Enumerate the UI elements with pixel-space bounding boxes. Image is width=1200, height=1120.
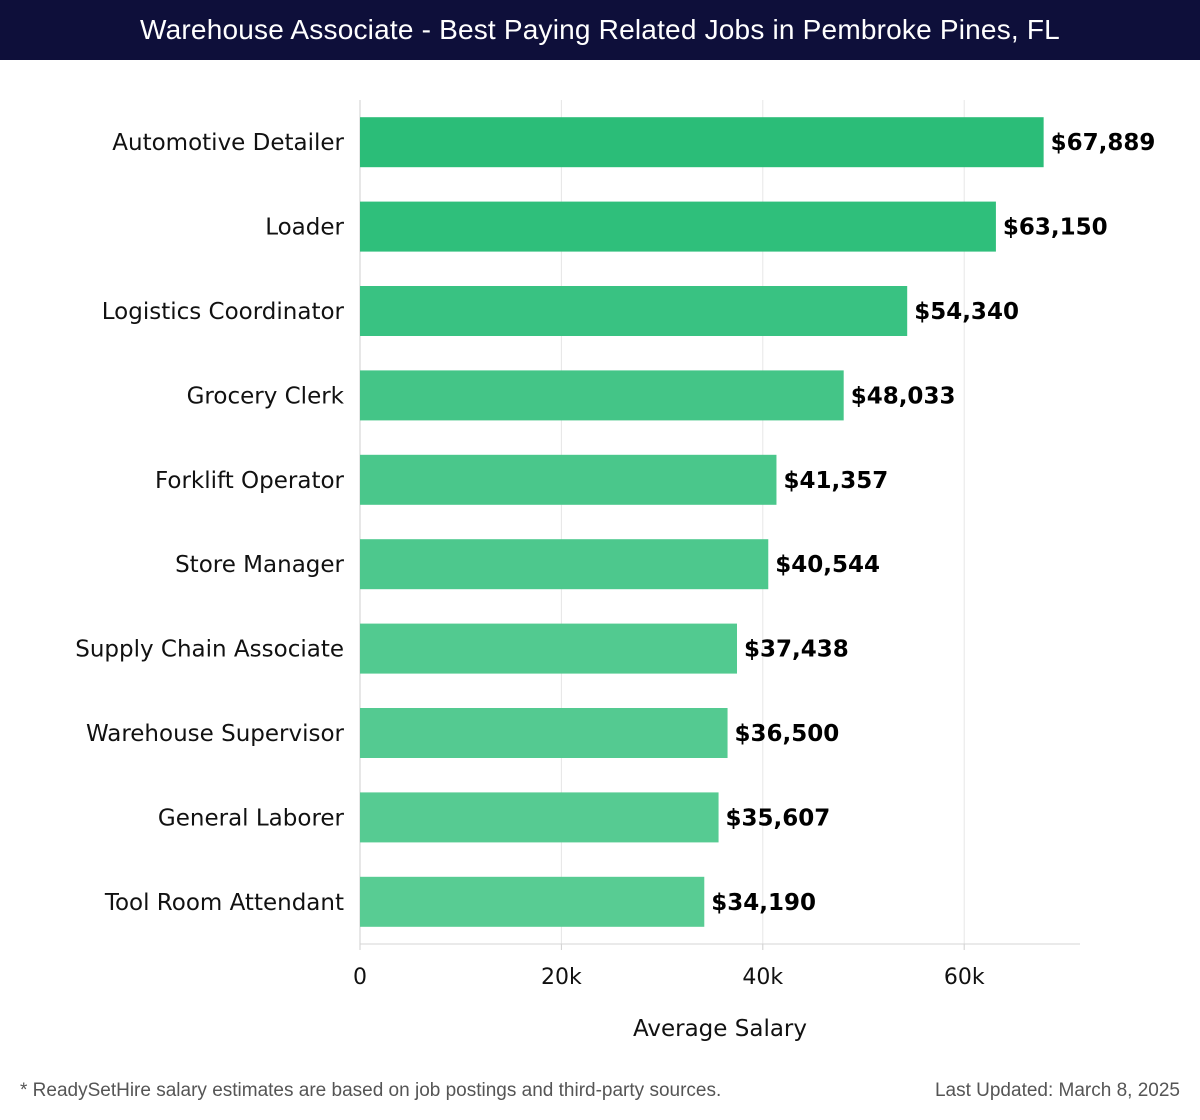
bar <box>360 117 1044 168</box>
x-tick-label: 60k <box>944 965 985 990</box>
category-label: Warehouse Supervisor <box>86 721 345 747</box>
value-label: $37,438 <box>744 637 849 663</box>
x-tick-label: 40k <box>742 965 783 990</box>
bars: $67,889 $63,150 $54,340 $48,033 $41,357 $40,5… <box>360 117 1155 927</box>
value-label: $41,357 <box>783 468 888 494</box>
category-label: Automotive Detailer <box>112 130 344 156</box>
category-label: Forklift Operator <box>155 468 345 494</box>
x-tick-label: 0 <box>353 965 367 990</box>
value-label: $48,033 <box>851 383 956 409</box>
category-label: General Laborer <box>158 805 345 831</box>
bar <box>360 623 737 674</box>
x-axis-title: Average Salary <box>633 1016 807 1042</box>
x-tick-label: 20k <box>541 965 582 990</box>
bar-chart: $67,889 $63,150 $54,340 $48,033 $41,357 $40,5… <box>75 100 1155 1042</box>
bar <box>360 370 844 421</box>
bar <box>360 201 996 252</box>
category-label: Logistics Coordinator <box>102 299 345 325</box>
bar <box>360 708 728 758</box>
last-updated: Last Updated: March 8, 2025 <box>934 1080 1180 1101</box>
bar <box>360 876 705 927</box>
value-label: $34,190 <box>711 890 816 916</box>
chart-title: Warehouse Associate - Best Paying Relate… <box>0 0 1200 60</box>
category-label: Tool Room Attendant <box>104 890 344 916</box>
value-label: $40,544 <box>775 552 880 578</box>
axes: 0 20k 40k 60k Automotive Detailer Loader Logis… <box>75 130 1080 990</box>
value-label: $54,340 <box>914 299 1019 325</box>
value-label: $67,889 <box>1051 130 1156 156</box>
category-label: Store Manager <box>175 552 344 578</box>
bar <box>360 286 908 336</box>
category-label: Supply Chain Associate <box>75 637 344 663</box>
footer-note: * ReadySetHire salary estimates are base… <box>20 1080 722 1101</box>
value-label: $63,150 <box>1003 215 1108 241</box>
category-label: Loader <box>265 215 344 241</box>
bar <box>360 792 719 843</box>
category-label: Grocery Clerk <box>187 383 345 409</box>
value-label: $36,500 <box>735 721 840 747</box>
value-label: $35,607 <box>726 805 831 831</box>
bar <box>360 539 769 590</box>
bar <box>360 454 777 505</box>
